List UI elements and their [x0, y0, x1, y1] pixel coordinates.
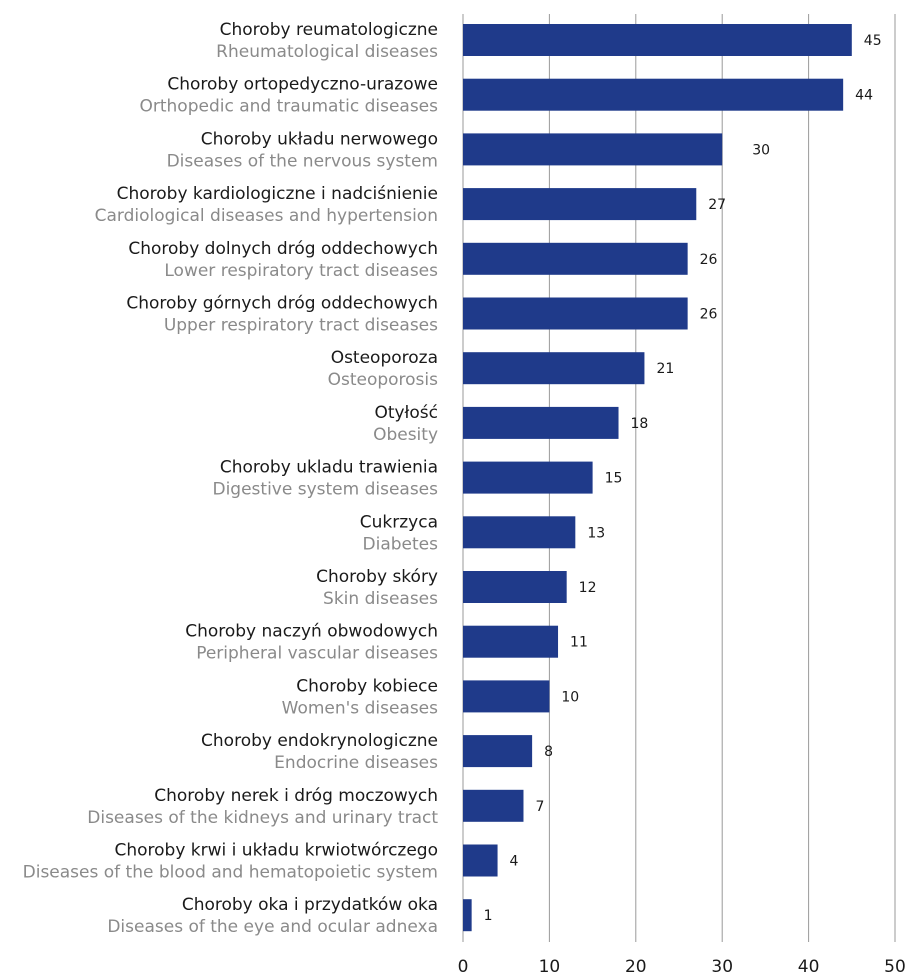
- category-label-pl: Choroby układu nerwowego: [201, 129, 438, 149]
- value-label: 8: [544, 744, 553, 760]
- category-label-pl: Cukrzyca: [360, 512, 438, 532]
- category-label-en: Osteoporosis: [328, 370, 439, 390]
- bar: [463, 297, 688, 330]
- category-label-en: Upper respiratory tract diseases: [164, 316, 438, 336]
- category-label-en: Diabetes: [363, 534, 439, 554]
- bar: [463, 78, 844, 111]
- bar: [463, 352, 645, 385]
- category-label-en: Obesity: [373, 425, 438, 445]
- bar: [463, 899, 472, 932]
- category-label-pl: Choroby skóry: [316, 567, 438, 587]
- category-label-en: Skin diseases: [323, 589, 438, 609]
- bar: [463, 844, 498, 877]
- bar: [463, 242, 688, 275]
- bar: [463, 680, 550, 713]
- category-label-pl: Choroby oka i przydatków oka: [182, 895, 438, 915]
- category-label-pl: Choroby ortopedyczno-urazowe: [167, 75, 438, 95]
- category-label-pl: Choroby reumatologiczne: [220, 20, 438, 40]
- category-label-en: Diseases of the kidneys and urinary trac…: [87, 808, 438, 828]
- category-label-en: Rheumatological diseases: [216, 42, 438, 62]
- category-label-en: Peripheral vascular diseases: [196, 644, 438, 664]
- category-label-en: Endocrine diseases: [274, 753, 438, 773]
- category-label-pl: Choroby endokrynologiczne: [201, 731, 438, 751]
- x-tick-label: 50: [884, 957, 906, 977]
- x-tick-label: 0: [458, 957, 469, 977]
- value-label: 26: [700, 252, 718, 268]
- value-label: 10: [561, 689, 579, 705]
- category-label-pl: Choroby dolnych dróg oddechowych: [128, 239, 438, 259]
- value-label: 7: [535, 799, 544, 815]
- category-label-en: Cardiological diseases and hypertension: [95, 206, 438, 226]
- category-label-pl: Otyłość: [374, 403, 438, 423]
- category-label-pl: Osteoporoza: [331, 348, 438, 368]
- category-label-pl: Choroby naczyń obwodowych: [185, 622, 438, 642]
- value-label: 44: [855, 88, 873, 104]
- gridlines: [462, 14, 896, 942]
- x-axis-ticks: 0 10 20 30 40 50: [458, 957, 906, 977]
- value-label: 11: [570, 635, 588, 651]
- bar: [463, 406, 619, 439]
- bar: [463, 735, 533, 768]
- category-label-pl: Choroby krwi i układu krwiotwórczego: [114, 841, 438, 861]
- category-label-pl: Choroby kardiologiczne i nadciśnienie: [117, 184, 438, 204]
- bar: [463, 516, 576, 549]
- bar: [463, 789, 524, 822]
- category-label-pl: Choroby ukladu trawienia: [220, 458, 438, 478]
- value-label: 12: [579, 580, 597, 596]
- value-label: 21: [656, 361, 674, 377]
- category-label-pl: Choroby kobiece: [296, 676, 438, 696]
- category-label-en: Diseases of the eye and ocular adnexa: [107, 917, 438, 937]
- category-label-en: Orthopedic and traumatic diseases: [140, 97, 439, 117]
- category-label-en: Digestive system diseases: [212, 480, 438, 500]
- value-label: 1: [484, 908, 493, 924]
- value-label: 45: [864, 33, 882, 49]
- x-tick-label: 20: [625, 957, 647, 977]
- value-label: 18: [631, 416, 649, 432]
- value-label: 15: [605, 471, 623, 487]
- bar: [463, 24, 852, 56]
- bar: [463, 571, 567, 603]
- value-label: 27: [708, 197, 726, 213]
- x-tick-label: 30: [711, 957, 733, 977]
- x-tick-label: 40: [798, 957, 820, 977]
- value-labels: 45 44 30 27 26 26 21 18 15 13 12 11 10 8 7 4 1: [484, 33, 882, 924]
- category-label-pl: Choroby nerek i dróg moczowych: [154, 786, 438, 806]
- x-tick-label: 10: [539, 957, 561, 977]
- category-label-en: Diseases of the nervous system: [167, 151, 438, 171]
- bar: [463, 625, 559, 658]
- category-label-en: Lower respiratory tract diseases: [164, 261, 438, 281]
- bar: [463, 188, 697, 221]
- value-label: 4: [510, 854, 519, 870]
- bar: [463, 461, 593, 494]
- value-label: 30: [752, 142, 770, 158]
- value-label: 13: [587, 525, 605, 541]
- bar: [463, 133, 723, 166]
- value-label: 26: [700, 307, 718, 323]
- bars: [463, 24, 852, 932]
- category-label-en: Women's diseases: [282, 698, 439, 718]
- category-label-en: Diseases of the blood and hematopoietic …: [23, 863, 438, 883]
- category-label-pl: Choroby górnych dróg oddechowych: [126, 294, 438, 314]
